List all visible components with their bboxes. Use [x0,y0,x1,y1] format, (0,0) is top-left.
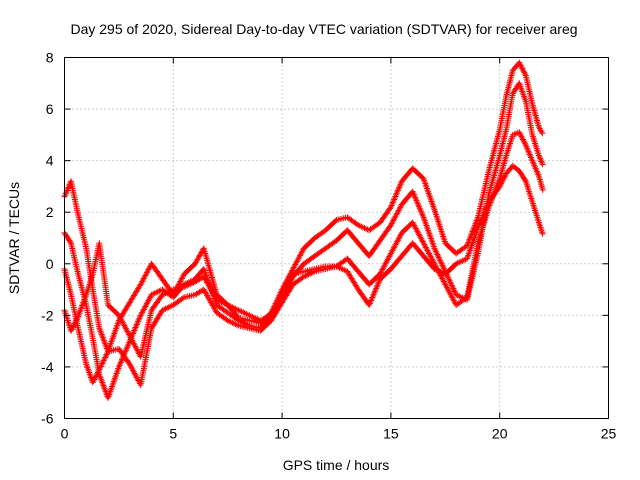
data-point [73,316,80,323]
data-point [499,177,506,184]
chart-title: Day 295 of 2020, Sidereal Day-to-day VTE… [70,21,577,37]
x-tick-label: 5 [169,426,177,442]
data-point [500,176,507,183]
data-point [68,327,75,334]
data-point [73,317,80,324]
data-point [332,217,339,224]
data-point [521,176,528,183]
y-tick-label: 8 [46,50,54,66]
data-point [538,159,545,166]
data-point [89,379,96,386]
x-axis-label: GPS time / hours [283,457,390,473]
data-point [520,68,527,75]
x-axis-tick-labels: 0 5 10 15 20 25 [61,426,617,442]
axis-ticks [64,57,609,419]
y-tick-label: -4 [41,359,54,375]
y-axis-tick-labels: -6 -4 -2 0 2 4 6 8 [41,50,54,427]
y-tick-label: 4 [46,153,54,169]
data-point [90,377,97,384]
y-tick-label: 6 [46,101,54,117]
data-point [92,373,99,380]
data-point [519,135,526,142]
data-point [537,156,544,163]
x-tick-label: 0 [61,426,69,442]
y-tick-label: 0 [46,256,54,272]
data-point [179,295,186,302]
data-point [91,376,98,383]
x-tick-label: 15 [383,426,399,442]
series-track-1 [61,59,546,355]
x-tick-label: 10 [274,426,290,442]
data-point [517,130,524,137]
data-point [539,186,546,193]
data-point [501,173,508,180]
y-tick-label: -2 [41,307,54,323]
data-point [498,179,505,186]
data-point [537,155,544,162]
data-point [70,322,77,329]
data-point [539,230,546,237]
data-point [70,323,77,330]
data-point [517,62,524,69]
data-point [518,133,525,140]
data-point [538,158,545,165]
data-point [536,153,543,160]
data-point [519,136,526,143]
data-point [522,71,529,78]
data-point [71,320,78,327]
data-point [94,370,101,377]
data-point [94,369,101,376]
data-point [539,130,546,137]
data-point [516,59,523,66]
series-track-4 [61,162,546,360]
x-tick-label: 25 [601,426,617,442]
data-point [91,375,98,382]
data-point [539,161,546,168]
x-tick-label: 20 [492,426,508,442]
data-point [501,174,508,181]
data-point [519,66,526,73]
y-tick-label: 2 [46,204,54,220]
plot-frame [64,57,609,419]
data-point [95,367,102,374]
data-point [521,69,528,76]
data-point [521,139,528,146]
data-point [519,65,526,72]
data-point [497,181,504,188]
data-points [61,59,546,401]
data-point [520,137,527,144]
data-point [72,319,79,326]
data-point [522,140,529,147]
data-point [517,132,524,139]
data-point [68,326,75,333]
series-track-3 [61,129,546,388]
data-point [67,238,74,245]
data-point [496,183,503,190]
y-tick-label: -6 [41,411,54,427]
data-point [518,63,525,70]
y-axis-label: SDTVAR / TECUs [6,182,22,294]
data-point [69,324,76,331]
data-point [517,61,524,68]
data-point [498,180,505,187]
data-point [535,152,542,159]
data-point [93,372,100,379]
data-point [516,129,523,136]
